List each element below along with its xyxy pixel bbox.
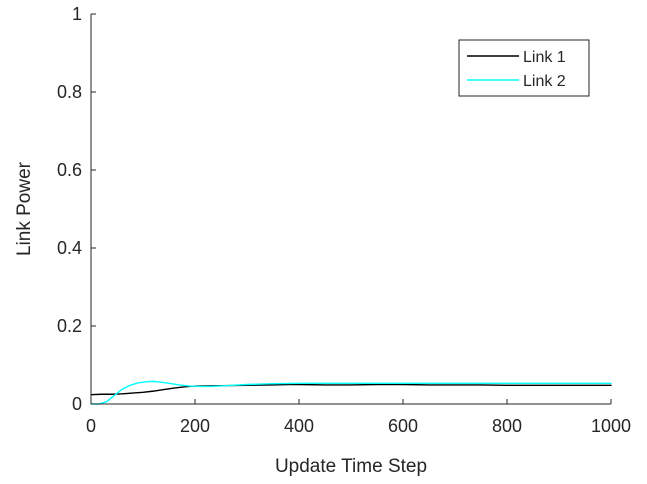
legend-label-1: Link 1: [523, 49, 566, 66]
series-line-2: [90, 380, 612, 405]
legend-label-2: Link 2: [523, 73, 566, 90]
ticks-layer: 0 200 400 600 800 1000 0 0.2 0.4 0.6 0.8 1: [57, 4, 631, 436]
series-line-1: [90, 383, 612, 396]
y-tick-label: 0.6: [57, 160, 82, 180]
y-tick-label: 0.2: [57, 316, 82, 336]
series-layer: [90, 380, 612, 405]
x-tick-label: 800: [492, 416, 522, 436]
x-tick-label: 1000: [591, 416, 631, 436]
y-axis-label: Link Power: [14, 161, 35, 256]
x-tick-label: 200: [180, 416, 210, 436]
y-tick-label: 0.8: [57, 82, 82, 102]
x-tick-label: 0: [86, 416, 96, 436]
legend-box: [458, 39, 590, 97]
y-tick-label: 0.4: [57, 238, 82, 258]
legend[interactable]: Link 1 Link 2: [458, 39, 590, 97]
y-tick-label: 0: [72, 394, 82, 414]
x-tick-label: 400: [284, 416, 314, 436]
axes-layer: [90, 14, 611, 405]
x-tick-label: 600: [388, 416, 418, 436]
y-tick-label: 1: [72, 4, 82, 24]
x-axis-label: Update Time Step: [275, 456, 427, 477]
